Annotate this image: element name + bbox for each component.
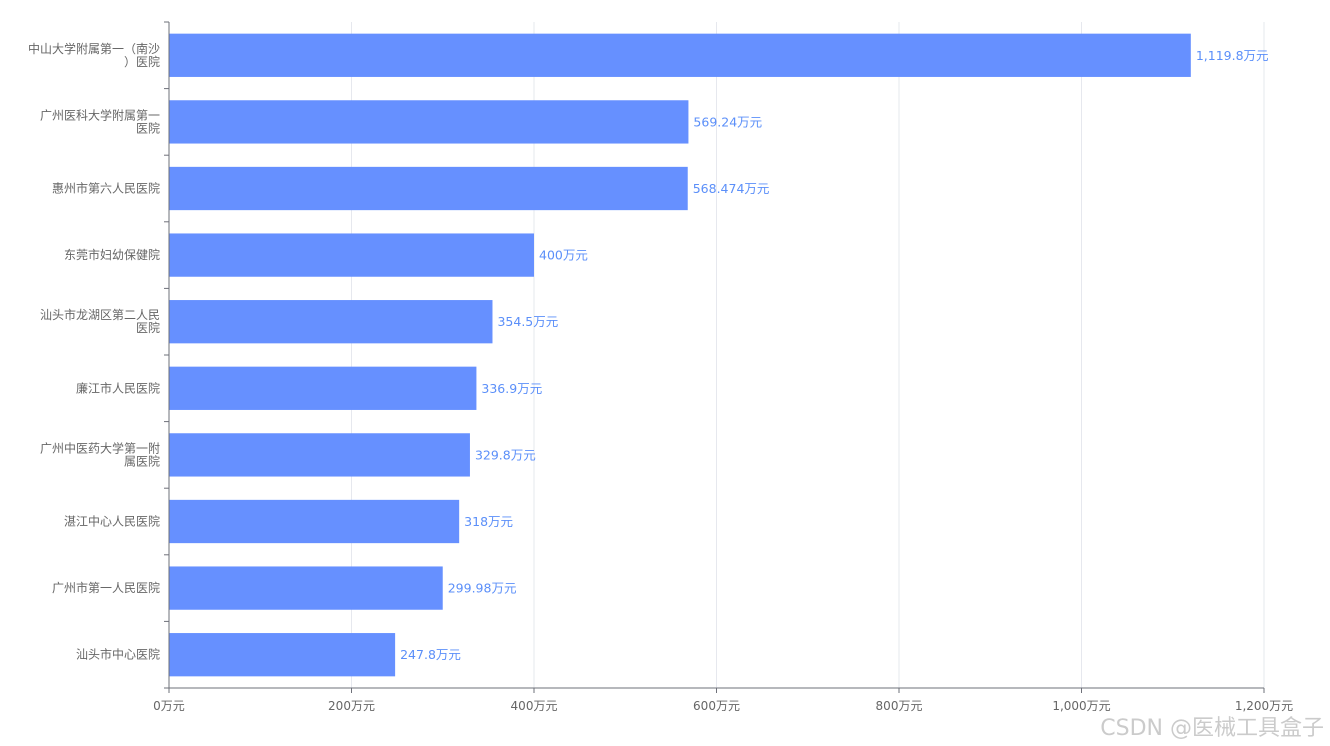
- category-label: 广州中医药大学第一附: [40, 440, 160, 455]
- x-tick-label: 600万元: [693, 699, 740, 713]
- x-tick-label: 1,200万元: [1235, 699, 1293, 713]
- x-tick-label: 0万元: [153, 699, 185, 713]
- category-label: 中山大学附属第一（南沙: [28, 41, 160, 56]
- category-label: 属医院: [124, 454, 160, 468]
- category-label: 惠州市第六人民医院: [52, 181, 160, 196]
- category-label: 廉江市人民医院: [76, 380, 160, 395]
- bar: [169, 566, 443, 610]
- bar: [169, 633, 396, 677]
- data-label: 568.474万元: [693, 181, 770, 196]
- category-label: 汕头市中心医院: [76, 647, 160, 662]
- category-label: 广州医科大学附属第一: [40, 107, 160, 122]
- x-tick-label: 1,000万元: [1052, 699, 1110, 713]
- bar: [169, 100, 689, 144]
- bar: [169, 166, 688, 211]
- data-label: 354.5万元: [497, 314, 558, 329]
- category-label: 医院: [136, 321, 160, 335]
- data-label: 318万元: [464, 514, 513, 529]
- category-label: 汕头市龙湖区第二人民: [40, 307, 160, 322]
- category-label: 东莞市妇幼保健院: [64, 247, 160, 262]
- data-label: 1,119.8万元: [1196, 48, 1269, 63]
- x-tick-label: 200万元: [328, 699, 375, 713]
- data-label: 336.9万元: [481, 381, 542, 396]
- bar: [169, 33, 1191, 77]
- bar: [169, 233, 534, 277]
- category-label: 医院: [136, 121, 160, 135]
- data-label: 299.98万元: [448, 581, 517, 596]
- x-tick-label: 400万元: [511, 699, 558, 713]
- bar: [169, 499, 460, 544]
- data-label: 400万元: [539, 248, 588, 263]
- x-tick-label: 800万元: [876, 699, 923, 713]
- category-label: ）医院: [124, 55, 160, 69]
- watermark: CSDN @医械工具盒子: [1100, 716, 1324, 741]
- bar: [169, 366, 477, 410]
- data-label: 247.8万元: [400, 647, 461, 662]
- data-label: 569.24万元: [693, 114, 762, 129]
- category-label: 广州市第一人民医院: [52, 580, 160, 595]
- bar: [169, 300, 493, 344]
- bar: [169, 433, 470, 477]
- data-label: 329.8万元: [475, 447, 536, 462]
- category-label: 湛江中心人民医院: [64, 514, 160, 529]
